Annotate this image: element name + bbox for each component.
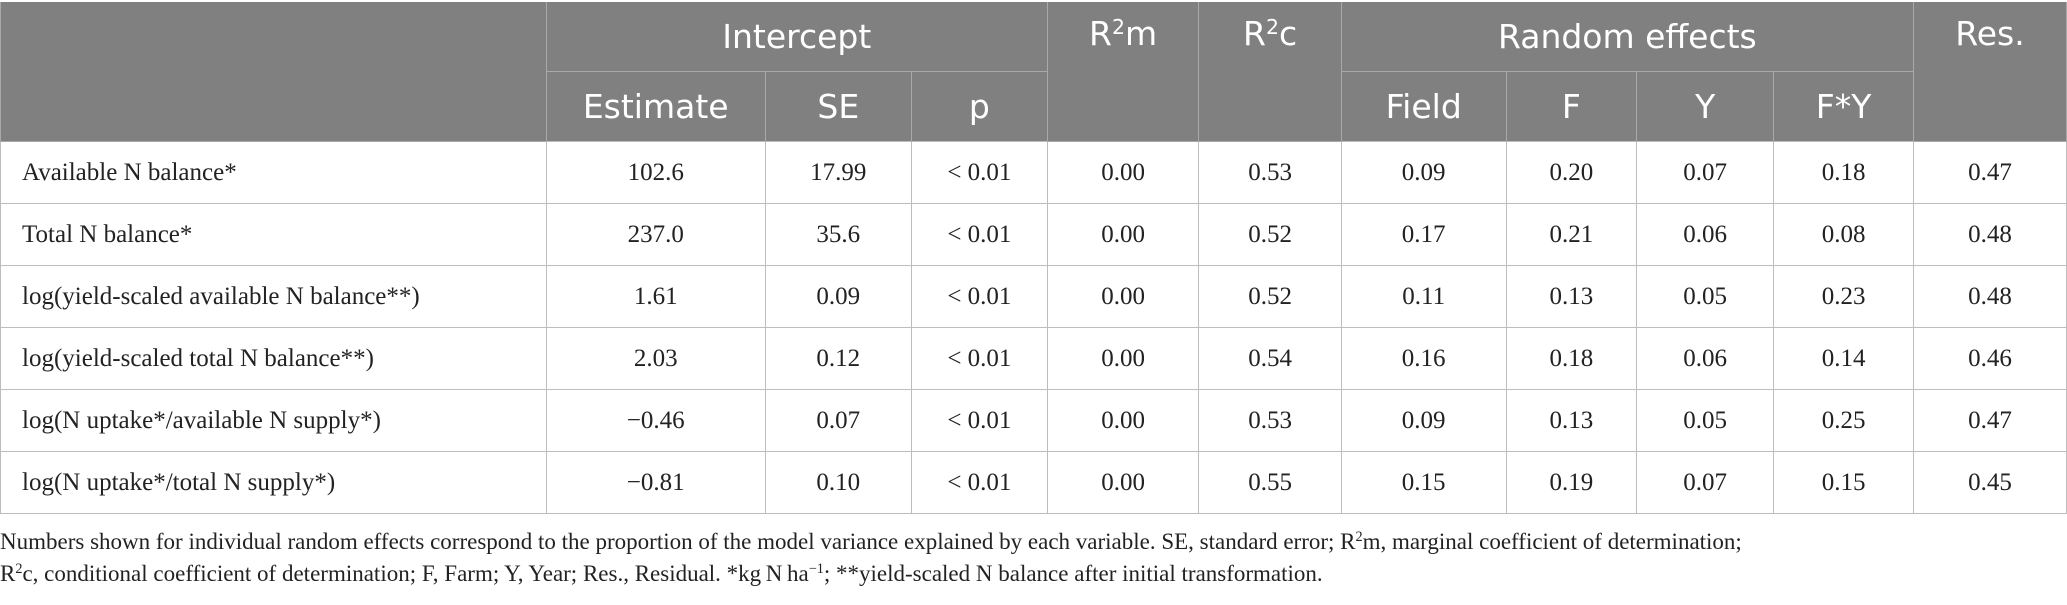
- res-cell: 0.47: [1913, 389, 2067, 452]
- res-cell: 0.46: [1913, 327, 2067, 390]
- results-table: Intercept R2m R2c Random effects Res. Es…: [0, 2, 2067, 514]
- fy-cell: 0.25: [1773, 389, 1914, 452]
- r2m-header: R2m: [1046, 2, 1200, 142]
- f-cell: 0.13: [1505, 265, 1638, 328]
- estimate-cell: 1.61: [545, 265, 766, 328]
- se-cell: 0.10: [764, 451, 912, 514]
- row-label: log(yield-scaled available N balance**): [0, 265, 547, 328]
- field-cell: 0.09: [1340, 141, 1507, 204]
- r2c-cell: 0.52: [1198, 265, 1342, 328]
- se-header: SE: [764, 71, 912, 142]
- header-row-2: Estimate SE p Field F Y F*Y: [1, 71, 2067, 142]
- r2c-cell: 0.53: [1198, 389, 1342, 452]
- r2c-cell: 0.52: [1198, 203, 1342, 266]
- f-cell: 0.18: [1505, 327, 1638, 390]
- r2m-cell: 0.00: [1046, 451, 1200, 514]
- res-cell: 0.48: [1913, 265, 2067, 328]
- footnote-line-1: Numbers shown for individual random effe…: [0, 529, 1742, 554]
- se-cell: 0.09: [764, 265, 912, 328]
- fy-cell: 0.15: [1773, 451, 1914, 514]
- f-header: F: [1505, 71, 1638, 142]
- p-cell: < 0.01: [910, 203, 1048, 266]
- row-label: Available N balance*: [0, 141, 547, 204]
- y-cell: 0.07: [1636, 451, 1775, 514]
- r2c-header: R2c: [1198, 2, 1342, 142]
- res-cell: 0.48: [1913, 203, 2067, 266]
- p-cell: < 0.01: [910, 141, 1048, 204]
- r2m-cell: 0.00: [1046, 141, 1200, 204]
- field-cell: 0.16: [1340, 327, 1507, 390]
- res-cell: 0.47: [1913, 141, 2067, 204]
- random-effects-header: Random effects: [1340, 2, 1915, 72]
- res-cell: 0.45: [1913, 451, 2067, 514]
- p-cell: < 0.01: [910, 265, 1048, 328]
- table-row: log(yield-scaled total N balance**) 2.03…: [0, 327, 2067, 390]
- res-header: Res.: [1913, 2, 2067, 142]
- se-cell: 0.12: [764, 327, 912, 390]
- fy-cell: 0.23: [1773, 265, 1914, 328]
- row-label-header: [0, 2, 547, 142]
- r2c-cell: 0.54: [1198, 327, 1342, 390]
- p-cell: < 0.01: [910, 389, 1048, 452]
- f-cell: 0.20: [1505, 141, 1638, 204]
- y-cell: 0.06: [1636, 203, 1775, 266]
- y-cell: 0.05: [1636, 265, 1775, 328]
- p-cell: < 0.01: [910, 327, 1048, 390]
- p-cell: < 0.01: [910, 451, 1048, 514]
- se-cell: 35.6: [764, 203, 912, 266]
- table-row: Total N balance* 237.0 35.6 < 0.01 0.00 …: [0, 203, 2067, 266]
- table-row: log(N uptake*/total N supply*) −0.81 0.1…: [0, 451, 2067, 514]
- y-cell: 0.07: [1636, 141, 1775, 204]
- r2m-cell: 0.00: [1046, 327, 1200, 390]
- table-row: log(yield-scaled available N balance**) …: [0, 265, 2067, 328]
- row-label: log(N uptake*/available N supply*): [0, 389, 547, 452]
- estimate-cell: 237.0: [545, 203, 766, 266]
- p-header: p: [910, 71, 1048, 142]
- f-cell: 0.13: [1505, 389, 1638, 452]
- f-cell: 0.19: [1505, 451, 1638, 514]
- estimate-header: Estimate: [545, 71, 766, 142]
- fy-cell: 0.08: [1773, 203, 1914, 266]
- intercept-header: Intercept: [545, 2, 1048, 72]
- table-row: log(N uptake*/available N supply*) −0.46…: [0, 389, 2067, 452]
- r2c-cell: 0.55: [1198, 451, 1342, 514]
- header-row-1: Intercept R2m R2c Random effects Res.: [0, 2, 2067, 142]
- row-label: Total N balance*: [0, 203, 547, 266]
- se-cell: 17.99: [764, 141, 912, 204]
- field-cell: 0.09: [1340, 389, 1507, 452]
- estimate-cell: 102.6: [545, 141, 766, 204]
- y-cell: 0.05: [1636, 389, 1775, 452]
- r2m-cell: 0.00: [1046, 203, 1200, 266]
- field-cell: 0.15: [1340, 451, 1507, 514]
- field-cell: 0.17: [1340, 203, 1507, 266]
- r2m-cell: 0.00: [1046, 265, 1200, 328]
- estimate-cell: −0.46: [545, 389, 766, 452]
- table-footnote: Numbers shown for individual random effe…: [0, 526, 2060, 590]
- y-header: Y: [1636, 71, 1775, 142]
- fy-cell: 0.14: [1773, 327, 1914, 390]
- fy-cell: 0.18: [1773, 141, 1914, 204]
- field-cell: 0.11: [1340, 265, 1507, 328]
- table-row: Available N balance* 102.6 17.99 < 0.01 …: [0, 141, 2067, 204]
- estimate-cell: 2.03: [545, 327, 766, 390]
- y-cell: 0.06: [1636, 327, 1775, 390]
- f-cell: 0.21: [1505, 203, 1638, 266]
- estimate-cell: −0.81: [545, 451, 766, 514]
- r2c-cell: 0.53: [1198, 141, 1342, 204]
- footnote-line-2: R2c, conditional coefficient of determin…: [0, 561, 1323, 586]
- row-label: log(N uptake*/total N supply*): [0, 451, 547, 514]
- field-header: Field: [1340, 71, 1507, 142]
- fy-header: F*Y: [1773, 71, 1914, 142]
- r2m-cell: 0.00: [1046, 389, 1200, 452]
- row-label: log(yield-scaled total N balance**): [0, 327, 547, 390]
- se-cell: 0.07: [764, 389, 912, 452]
